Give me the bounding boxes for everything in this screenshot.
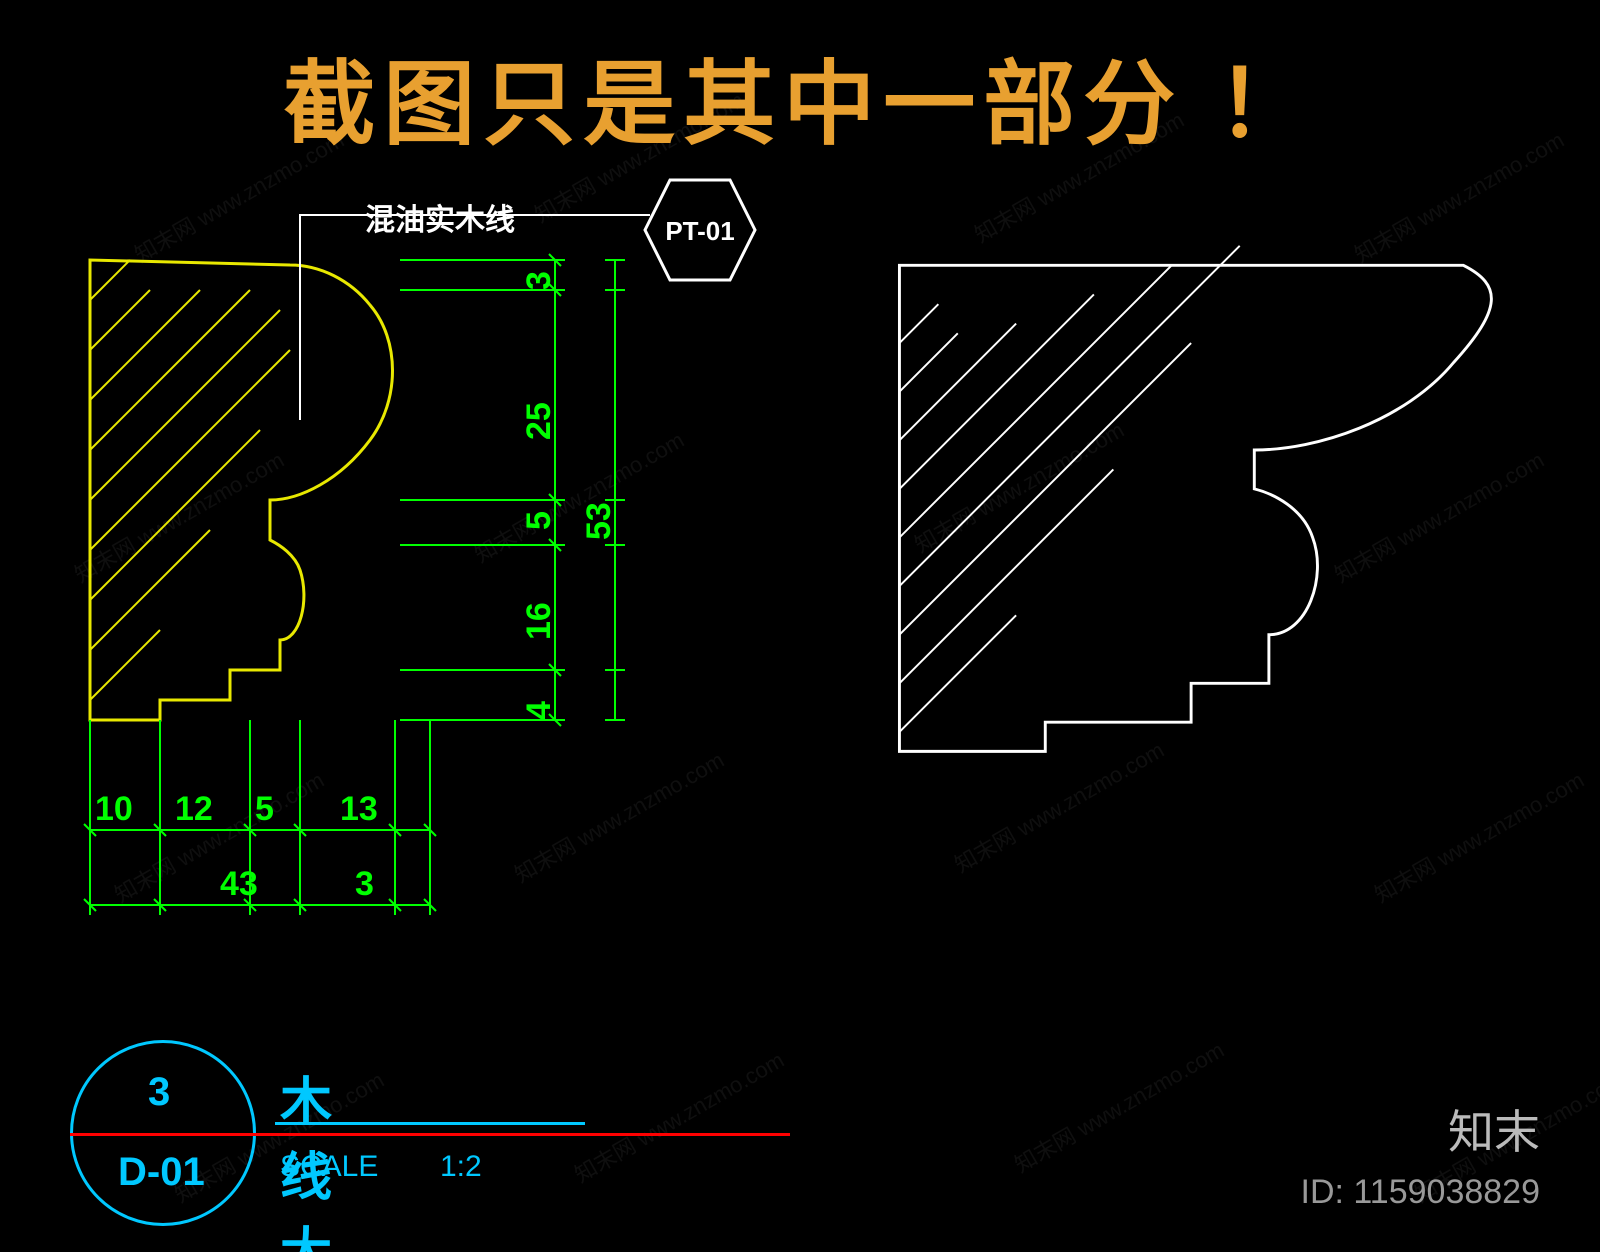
scale-value: 1:2	[440, 1150, 482, 1184]
watermark: 知末网 www.znzmo.com	[568, 1043, 789, 1189]
callout-tag-text: PT-01	[665, 216, 734, 246]
dim-value: 16	[520, 602, 559, 640]
dim-value: 4	[520, 701, 559, 720]
footer-brand: 知末	[1448, 1096, 1540, 1162]
scale-label: SCALE	[280, 1150, 378, 1184]
dim-value: 53	[580, 502, 619, 540]
callout-hexagon: PT-01	[640, 175, 760, 285]
watermark: 知末网 www.znzmo.com	[1008, 1033, 1229, 1179]
dim-value: 12	[175, 790, 213, 829]
callout-label: 混油实木线	[365, 195, 515, 239]
dim-value: 3	[355, 865, 374, 904]
title-underline	[275, 1122, 585, 1125]
dimension-lines	[0, 0, 700, 1000]
dim-value: 5	[520, 511, 559, 530]
title-num-top: 3	[148, 1070, 170, 1115]
footer-id: ID: 1159038829	[1301, 1173, 1540, 1212]
dim-value: 3	[520, 271, 559, 290]
dim-value: 10	[95, 790, 133, 829]
dim-value: 13	[340, 790, 378, 829]
profile-right	[880, 0, 1580, 900]
dim-value: 5	[255, 790, 274, 829]
dim-value: 43	[220, 865, 258, 904]
dim-value: 25	[520, 402, 559, 440]
title-num-bot: D-01	[118, 1150, 205, 1195]
title-block: 3 D-01 木线大样图 SCALE 1:2	[70, 1040, 256, 1226]
title-divider	[70, 1133, 790, 1136]
